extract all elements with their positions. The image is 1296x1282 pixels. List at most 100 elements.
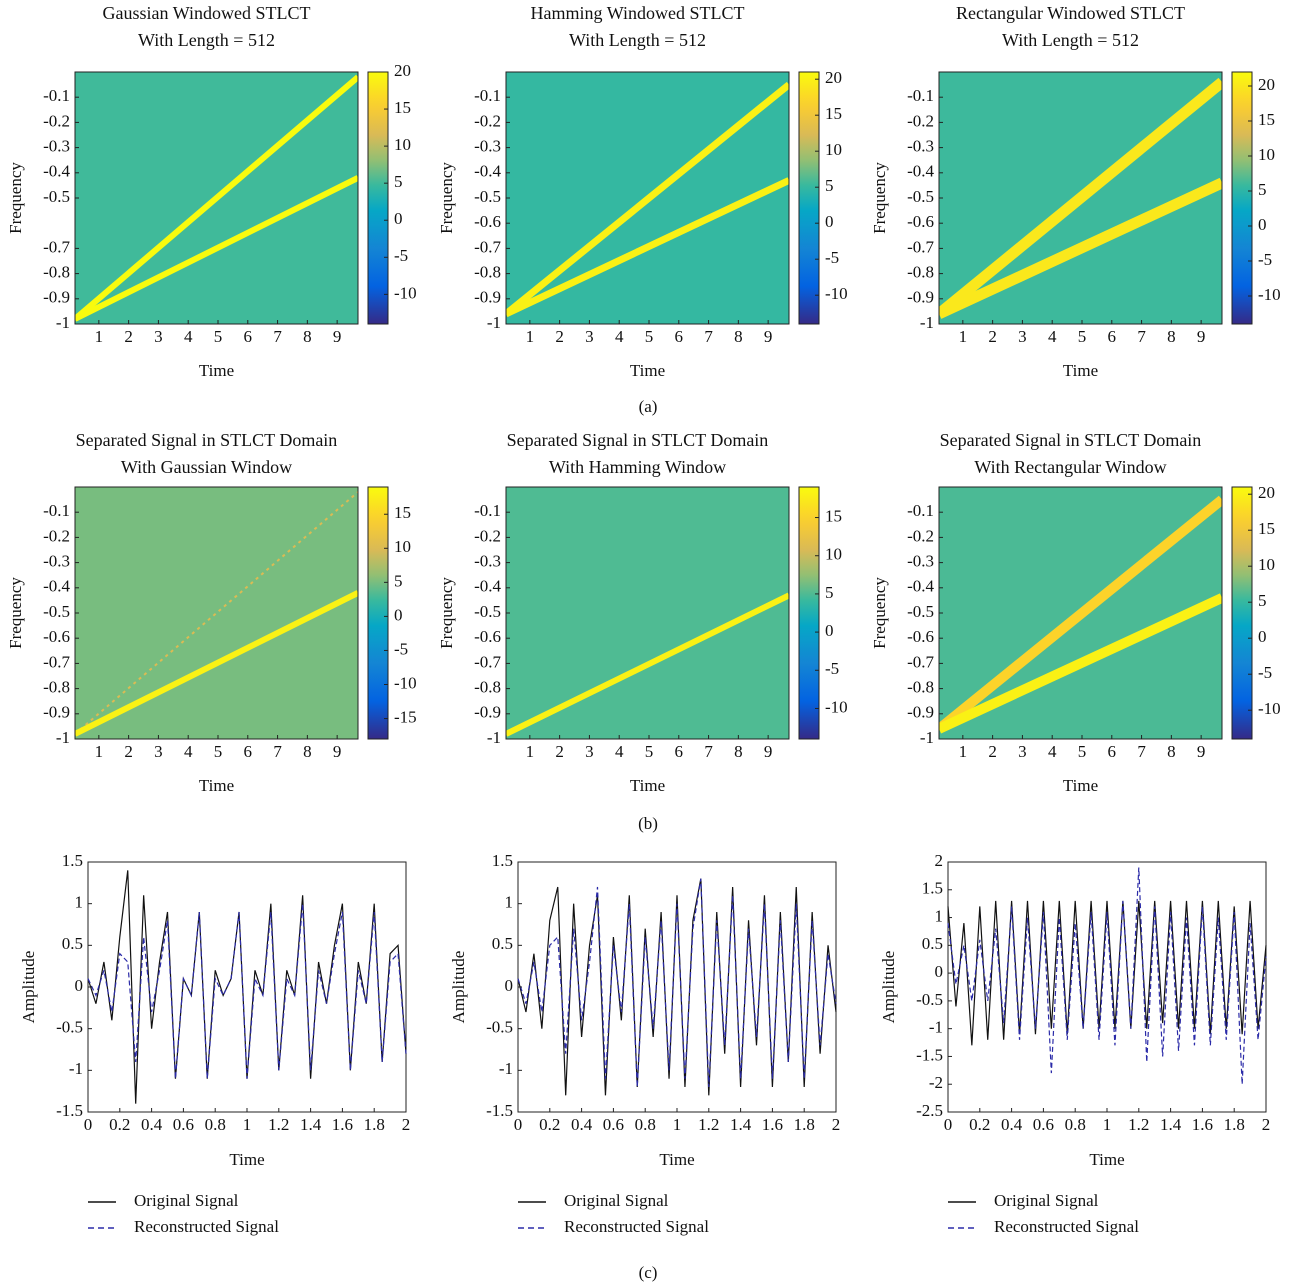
y-tick-label: -1.5 bbox=[56, 1101, 83, 1120]
colorbar-tick-label: -5 bbox=[825, 248, 839, 267]
y-tick-label: -1.5 bbox=[486, 1101, 513, 1120]
x-axis-label: Time bbox=[229, 1150, 264, 1169]
y-tick-label: -0.3 bbox=[43, 552, 70, 571]
x-tick-label: 5 bbox=[214, 742, 223, 761]
y-tick-label: -1 bbox=[487, 313, 501, 332]
legend-label: Original Signal bbox=[994, 1191, 1099, 1210]
colorbar-tick-label: 5 bbox=[394, 571, 403, 590]
x-tick-label: 0.8 bbox=[205, 1115, 226, 1134]
x-tick-label: 7 bbox=[273, 327, 282, 346]
colorbar-tick-label: 10 bbox=[1258, 145, 1275, 164]
x-tick-label: 5 bbox=[214, 327, 223, 346]
x-tick-label: 7 bbox=[1137, 327, 1146, 346]
x-tick-label: 6 bbox=[675, 327, 684, 346]
y-tick-label: -1 bbox=[69, 1059, 83, 1078]
y-axis-label: Amplitude bbox=[449, 951, 468, 1024]
y-tick-label: 1 bbox=[505, 893, 514, 912]
ridge bbox=[75, 74, 358, 322]
y-tick-label: -0.7 bbox=[907, 237, 934, 256]
x-tick-label: 1 bbox=[243, 1115, 252, 1134]
x-tick-label: 5 bbox=[1078, 742, 1087, 761]
ridge bbox=[506, 177, 789, 318]
x-tick-label: 8 bbox=[303, 742, 312, 761]
y-tick-label: -0.7 bbox=[907, 652, 934, 671]
colorbar-tick-label: 5 bbox=[1258, 591, 1267, 610]
x-tick-label: 1.6 bbox=[332, 1115, 353, 1134]
y-tick-label: -0.2 bbox=[43, 111, 70, 130]
x-tick-label: 4 bbox=[1048, 327, 1057, 346]
y-tick-label: -0.5 bbox=[907, 187, 934, 206]
x-tick-label: 0.2 bbox=[539, 1115, 560, 1134]
y-tick-label: -0.9 bbox=[43, 703, 70, 722]
colorbar-tick-label: 15 bbox=[825, 506, 842, 525]
x-tick-label: 9 bbox=[1197, 742, 1206, 761]
y-tick-label: -0.3 bbox=[907, 137, 934, 156]
y-axis-label: Frequency bbox=[6, 162, 25, 234]
x-tick-label: 1.4 bbox=[1160, 1115, 1182, 1134]
y-tick-label: -0.4 bbox=[43, 577, 70, 596]
legend-label: Reconstructed Signal bbox=[564, 1217, 709, 1236]
colorbar-tick-label: 10 bbox=[825, 140, 842, 159]
y-tick-label: -0.2 bbox=[474, 111, 501, 130]
y-tick-label: -0.4 bbox=[474, 162, 501, 181]
x-tick-label: 6 bbox=[244, 742, 253, 761]
y-tick-label: -1 bbox=[920, 313, 934, 332]
y-tick-label: 2 bbox=[935, 851, 944, 870]
y-tick-label: -0.3 bbox=[474, 552, 501, 571]
y-tick-label: 1.5 bbox=[492, 851, 513, 870]
x-tick-label: 1 bbox=[526, 742, 535, 761]
colorbar-tick-label: -10 bbox=[1258, 699, 1281, 718]
colorbar-tick-label: 5 bbox=[394, 172, 403, 191]
panel-label: (c) bbox=[639, 1263, 658, 1282]
y-tick-label: -0.4 bbox=[907, 577, 934, 596]
y-tick-label: -0.6 bbox=[474, 212, 501, 231]
x-tick-label: 1.4 bbox=[730, 1115, 752, 1134]
x-axis-label: Time bbox=[1063, 361, 1098, 380]
y-tick-label: -1 bbox=[487, 728, 501, 747]
x-tick-label: 6 bbox=[244, 327, 253, 346]
colorbar bbox=[367, 486, 389, 740]
x-tick-label: 6 bbox=[675, 742, 684, 761]
y-axis-label: Frequency bbox=[870, 162, 889, 234]
y-tick-label: 0.5 bbox=[62, 934, 83, 953]
ridge bbox=[75, 491, 358, 735]
y-tick-label: -0.1 bbox=[474, 501, 501, 520]
x-tick-label: 1 bbox=[959, 327, 968, 346]
colorbar bbox=[1231, 486, 1253, 740]
x-tick-label: 3 bbox=[154, 327, 163, 346]
signal-line bbox=[947, 867, 1267, 1085]
ridge bbox=[939, 177, 1222, 319]
y-axis-label: Amplitude bbox=[19, 951, 38, 1024]
chart-title: With Hamming Window bbox=[549, 457, 726, 477]
axes-box bbox=[947, 861, 1267, 1113]
legend-label: Reconstructed Signal bbox=[994, 1217, 1139, 1236]
signal-line bbox=[517, 878, 837, 1088]
y-tick-label: -0.8 bbox=[907, 263, 934, 282]
colorbar-tick-label: -10 bbox=[394, 673, 417, 692]
y-tick-label: 0.5 bbox=[492, 934, 513, 953]
ridge bbox=[506, 592, 789, 737]
x-tick-label: 3 bbox=[154, 742, 163, 761]
x-tick-label: 0.6 bbox=[173, 1115, 194, 1134]
y-tick-label: -0.6 bbox=[474, 627, 501, 646]
y-tick-label: -0.8 bbox=[43, 263, 70, 282]
x-axis-label: Time bbox=[630, 361, 665, 380]
x-tick-label: 1 bbox=[95, 742, 104, 761]
x-tick-label: 4 bbox=[184, 327, 193, 346]
chart-title: Hamming Windowed STLCT bbox=[531, 3, 745, 23]
x-tick-label: 9 bbox=[764, 742, 773, 761]
x-tick-label: 1 bbox=[526, 327, 535, 346]
x-tick-label: 4 bbox=[615, 327, 624, 346]
colorbar-tick-label: 5 bbox=[825, 583, 834, 602]
x-tick-label: 1.8 bbox=[364, 1115, 385, 1134]
y-tick-label: -0.8 bbox=[907, 678, 934, 697]
x-tick-label: 2 bbox=[124, 327, 133, 346]
y-tick-label: -0.1 bbox=[907, 501, 934, 520]
ridge bbox=[506, 81, 789, 317]
colorbar-tick-label: -15 bbox=[394, 707, 417, 726]
x-tick-label: 2 bbox=[988, 742, 997, 761]
colorbar-tick-label: 15 bbox=[1258, 519, 1275, 538]
y-tick-label: -0.2 bbox=[43, 526, 70, 545]
x-tick-label: 9 bbox=[764, 327, 773, 346]
colorbar-tick-label: -5 bbox=[825, 659, 839, 678]
